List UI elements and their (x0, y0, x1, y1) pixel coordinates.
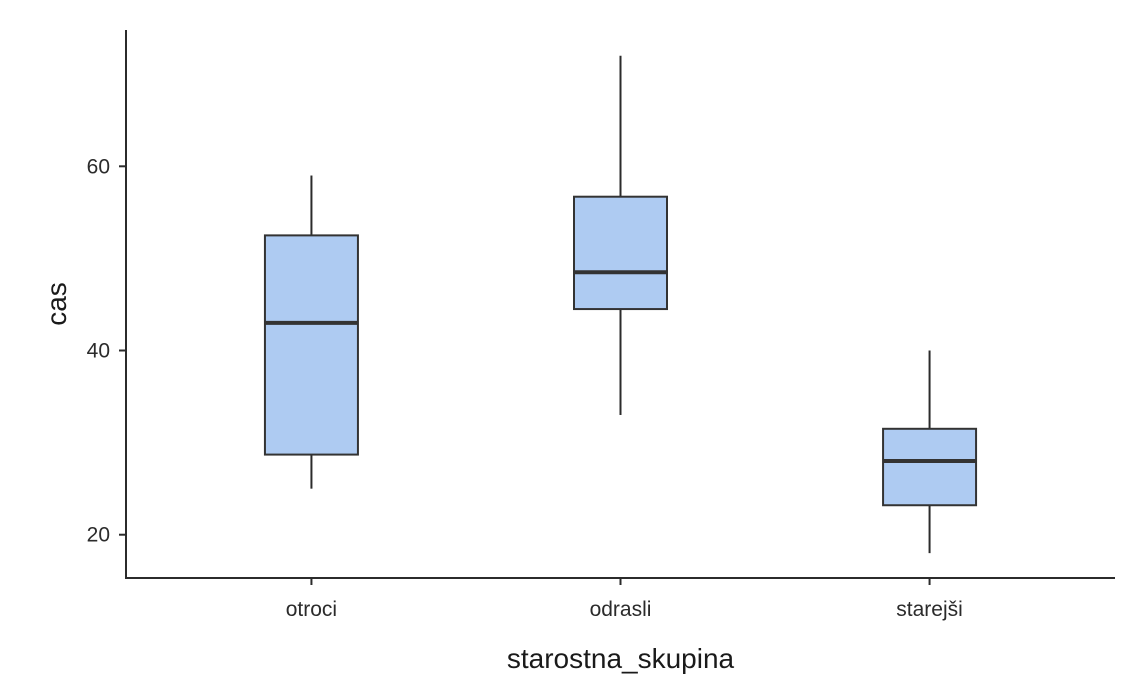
iqr-box (263, 234, 359, 456)
box-group-2 (882, 350, 978, 554)
boxes-layer (263, 55, 978, 554)
y-tick-label-60: 60 (87, 155, 110, 178)
iqr-box (882, 427, 978, 507)
box-group-0 (263, 175, 359, 489)
iqr-box (573, 195, 668, 311)
y-tick-label-40: 40 (87, 340, 110, 363)
x-axis-ticks: otroci odrasli starejši (286, 578, 963, 621)
box-group-1 (573, 55, 668, 415)
x-tick-label-0: otroci (286, 598, 337, 621)
y-axis-ticks: 20 40 60 (87, 155, 126, 547)
y-axis-title: cas (41, 282, 72, 326)
x-tick-label-2: starejši (896, 598, 963, 621)
x-tick-label-1: odrasli (590, 598, 652, 621)
y-tick-label-20: 20 (87, 524, 110, 547)
x-axis-title: starostna_skupina (507, 643, 735, 674)
